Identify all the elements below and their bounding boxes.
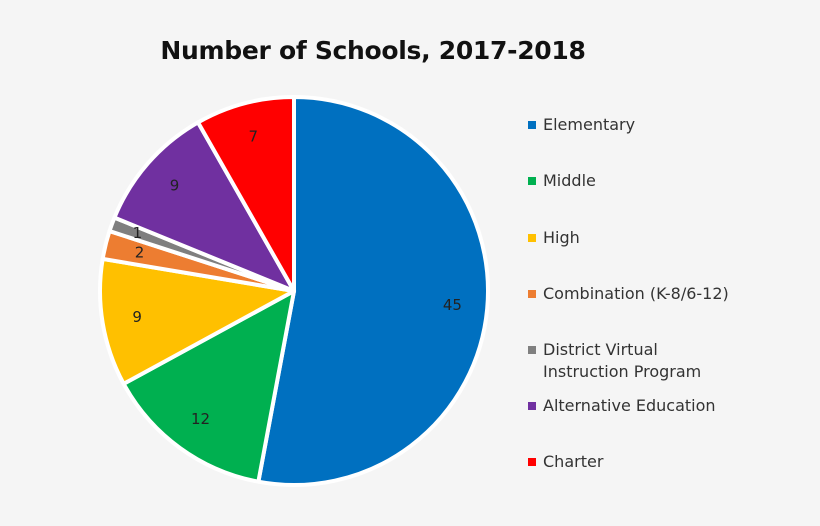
legend-label: District Virtual Instruction Program [543, 340, 702, 381]
data-label-middle: 12 [191, 410, 210, 428]
legend-label: Charter [543, 452, 604, 471]
data-label-combination: 2 [135, 244, 145, 262]
pie-slice-alternative-education [112, 120, 296, 293]
legend-label: Middle [543, 171, 596, 190]
legend-label: Combination (K-8/6-12) [543, 284, 729, 303]
legend-label: High [543, 228, 580, 247]
legend-label: Elementary [543, 115, 636, 134]
legend-swatch [528, 402, 536, 410]
pie-slice-charter [196, 95, 296, 293]
legend-label: Alternative Education [543, 396, 716, 415]
data-label-elementary: 45 [443, 296, 462, 314]
data-label-district-virtual: 1 [133, 224, 143, 242]
legend-swatch [528, 121, 536, 129]
data-label-high: 9 [132, 308, 142, 326]
data-label-alternative-education: 9 [170, 177, 180, 195]
chart-title: Number of Schools, 2017-2018 [160, 36, 586, 65]
legend-swatch [528, 346, 536, 354]
legend-swatch [528, 290, 536, 298]
data-label-charter: 7 [249, 128, 259, 146]
pie-slice-high [98, 256, 296, 386]
legend-swatch [528, 234, 536, 242]
pie-slice-middle [121, 289, 296, 484]
pie-slice-elementary [256, 95, 490, 487]
legend-swatch [528, 458, 536, 466]
legend-swatch [528, 177, 536, 185]
